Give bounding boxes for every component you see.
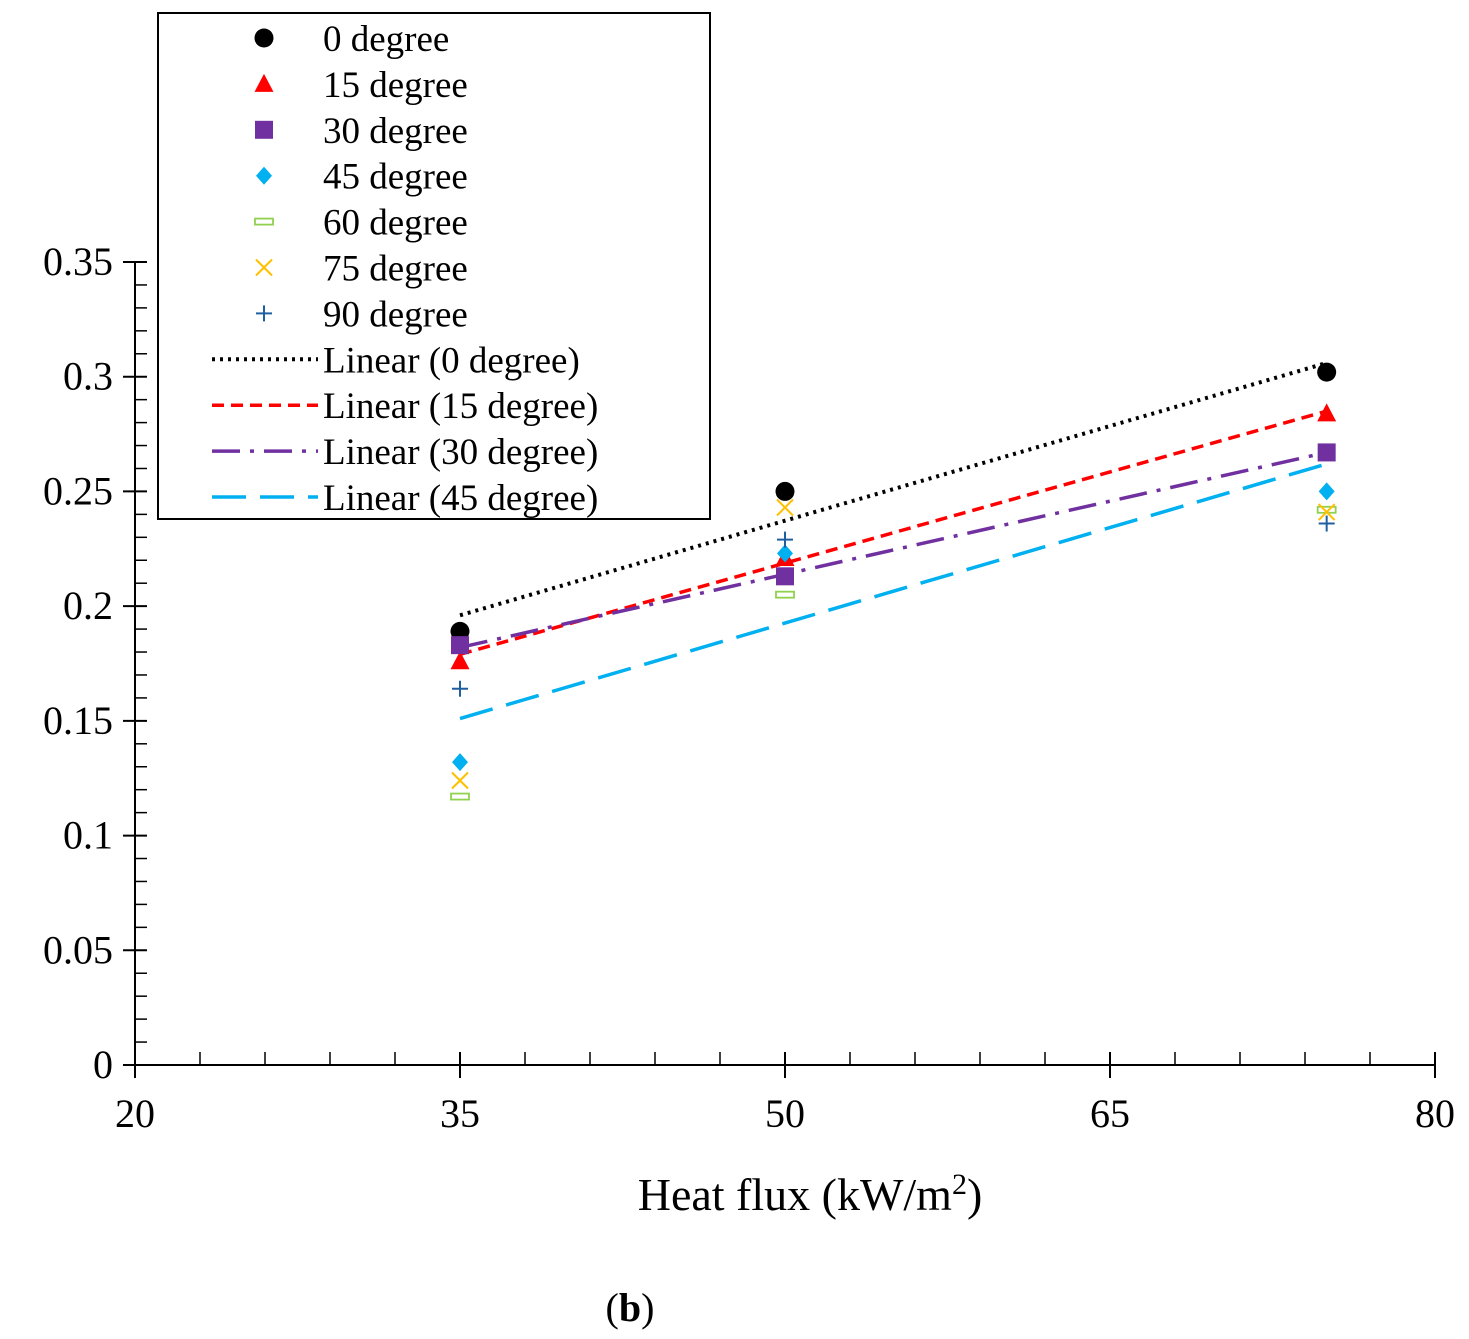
trendline-linear-0-degree [459, 361, 1328, 618]
legend-marker-60-degree [254, 217, 274, 226]
legend-marker-90-degree [256, 305, 272, 322]
legend-label-90-degree: 90 degree [323, 294, 468, 335]
point-60-degree [450, 792, 470, 801]
x-tick-label: 80 [1415, 1091, 1455, 1136]
point-45-degree [1318, 482, 1335, 501]
legend-marker-15-degree [254, 73, 274, 92]
y-tick-label: 0 [93, 1042, 113, 1087]
x-tick-label: 50 [765, 1091, 805, 1136]
point-30-degree [1317, 443, 1336, 462]
trendlines [459, 361, 1328, 721]
x-tick-label: 35 [440, 1091, 480, 1136]
point-60-degree [775, 590, 795, 599]
y-tick-label: 0.05 [43, 927, 113, 972]
trendline-linear-15-degree [459, 409, 1328, 657]
point-15-degree [450, 651, 470, 670]
y-tick-label: 0.2 [63, 583, 113, 628]
point-30-degree [776, 567, 794, 586]
legend-label-60-degree: 60 degree [323, 203, 468, 244]
axes: 0 0.05 0.1 0.15 0.2 0.25 0.3 0.35 20 35 50 65 80 [43, 239, 1455, 1136]
point-90-degree [1318, 515, 1335, 532]
legend-box [157, 12, 711, 520]
legend-marker-75-degree [255, 258, 273, 277]
point-15-degree [1317, 403, 1337, 422]
point-90-degree [777, 531, 793, 548]
x-tick-label: 65 [1090, 1091, 1130, 1136]
legend-marker-45-degree [256, 166, 272, 185]
trendline-linear-45-degree [459, 462, 1328, 721]
y-tick-label: 0.35 [43, 239, 113, 284]
y-tick-label: 0.3 [63, 354, 113, 399]
x-tick-label: 20 [115, 1091, 155, 1136]
point-75-degree [1317, 503, 1336, 521]
point-75-degree [776, 498, 794, 517]
legend-label-0-degree: 0 degree [323, 19, 449, 60]
point-30-degree [451, 636, 469, 655]
point-75-degree [451, 771, 469, 790]
legend-label-linear-30-degree: Linear (30 degree) [323, 432, 598, 473]
legend-label-45-degree: 45 degree [323, 157, 468, 198]
x-axis-label: Heat flux (kW/m2) [638, 1168, 983, 1220]
data-points [450, 362, 1337, 801]
legend-marker-0-degree [254, 28, 274, 48]
y-tick-label: 0.1 [63, 813, 113, 858]
legend-label-15-degree: 15 degree [323, 65, 468, 106]
figure-caption: (b) [606, 1285, 655, 1330]
point-0-degree [1317, 362, 1337, 382]
y-tick-label: 0.15 [43, 698, 113, 743]
legend-label-linear-0-degree: Linear (0 degree) [323, 340, 580, 381]
point-90-degree [452, 680, 468, 697]
trendline-linear-30-degree [459, 450, 1328, 650]
point-45-degree [452, 753, 468, 772]
legend-marker-30-degree [255, 120, 273, 139]
legend-label-linear-15-degree: Linear (15 degree) [323, 386, 598, 427]
point-0-degree [775, 481, 795, 501]
legend-label-30-degree: 30 degree [323, 111, 468, 152]
legend: 0 degree 15 degree 30 degree 45 degree 60 de… [157, 12, 711, 520]
legend-label-75-degree: 75 degree [323, 249, 468, 290]
y-tick-label: 0.25 [43, 468, 113, 513]
legend-label-linear-45-degree: Linear (45 degree) [323, 478, 598, 519]
point-45-degree [777, 544, 793, 563]
point-0-degree [450, 621, 470, 641]
